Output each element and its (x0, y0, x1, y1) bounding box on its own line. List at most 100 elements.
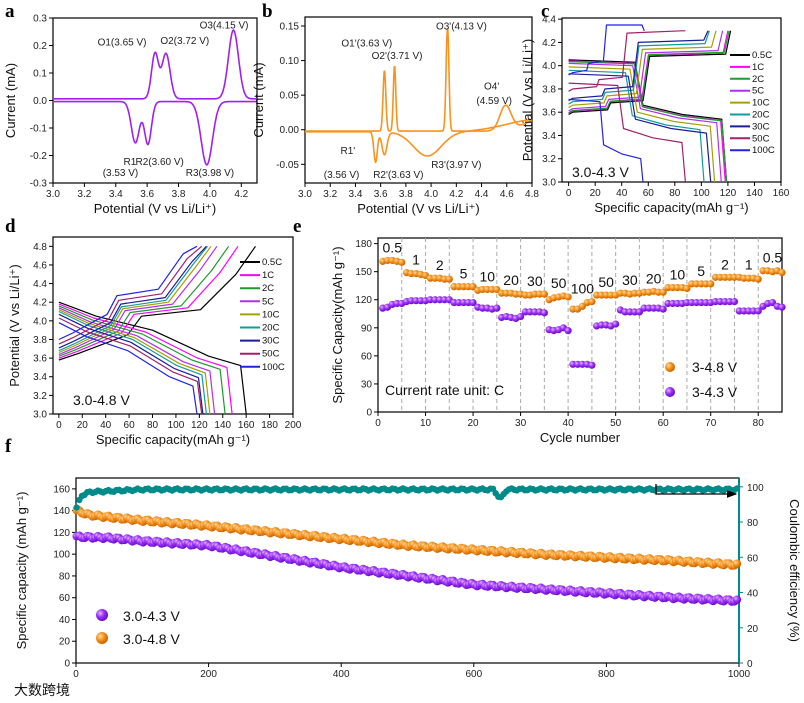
y-tick-label: 0.15 (280, 21, 300, 32)
y-right-axis-label: Coulombic efficiency (%) (787, 499, 802, 642)
legend-label: 3-4.8 V (692, 359, 738, 375)
y-tick-label: 100 (53, 550, 70, 561)
peak-annotation: O3(4.15 V) (200, 20, 249, 31)
legend-label: 1C (752, 62, 764, 73)
y-tick-label: 4.6 (33, 260, 47, 271)
x-tick-label: 3.8 (172, 189, 186, 200)
x-tick-label: 180 (261, 420, 278, 431)
data-point (564, 327, 572, 335)
y-tick-label: 3.8 (542, 84, 556, 95)
y-tick-label: 4.0 (33, 316, 47, 327)
data-point (733, 485, 741, 492)
data-point (778, 303, 786, 311)
data-point (707, 280, 715, 288)
charge-curve-20C (568, 30, 710, 105)
x-tick-label: 3.2 (323, 189, 337, 200)
rate-label: 10 (670, 267, 686, 283)
x-tick-label: 3.6 (374, 189, 388, 200)
y-tick-label: 0.1 (33, 69, 47, 80)
y-right-tick-label: 80 (747, 518, 759, 529)
x-axis-label: Cycle number (540, 430, 621, 445)
legend-label: 3.0-4.3 V (123, 608, 180, 624)
y-axis-label: Specific capacity (mAh g⁻¹) (14, 492, 29, 650)
legend-label: 5C (262, 296, 274, 307)
rate-label: 30 (622, 272, 638, 288)
y-tick-label: 180 (355, 239, 372, 250)
charge-curve-100C (58, 245, 198, 341)
y-tick-label: 4.4 (542, 15, 556, 26)
x-tick-label: 60 (658, 418, 670, 429)
data-point (398, 258, 406, 266)
data-point (659, 305, 667, 313)
y-right-tick-label: 100 (747, 483, 764, 494)
x-tick-label: 3.4 (348, 189, 362, 200)
discharge-curve-5C (58, 307, 216, 415)
legend-label: 2C (752, 74, 764, 85)
y-axis-label: Specific Capacity(mAh g⁻¹) (330, 246, 345, 403)
legend-marker (96, 632, 108, 644)
x-tick-label: 140 (214, 420, 231, 431)
x-axis-label: Potential (V vs Li/Li⁺) (357, 201, 479, 216)
rate-label: 1 (745, 256, 753, 272)
data-point (540, 309, 548, 317)
x-tick-label: 160 (238, 420, 255, 431)
y-axis-label: Current (mA) (251, 62, 266, 137)
data-point (493, 304, 501, 312)
y-tick-label: 3.0 (542, 178, 556, 189)
data-point (564, 293, 572, 301)
rate-label: 0.5 (763, 250, 783, 266)
discharge-curve-1C (58, 303, 233, 415)
x-axis-label: Specific capacity(mAh g⁻¹) (96, 432, 250, 447)
y-tick-label: 60 (59, 593, 71, 604)
rate-label: 10 (480, 268, 496, 284)
y-tick-label: 0.00 (280, 125, 300, 136)
panel-letter: e (293, 216, 301, 237)
charge-curve-0.5C (58, 245, 256, 361)
discharge-curve-10C (58, 309, 211, 415)
rate-label: 0.5 (383, 239, 403, 255)
x-tick-label: 0 (375, 418, 381, 429)
legend-label: 3.0-4.8 V (123, 631, 180, 647)
charge-curve-2C (58, 245, 230, 357)
x-tick-label: 0 (566, 188, 572, 199)
y-tick-label: 4.2 (542, 38, 556, 49)
x-tick-label: 160 (773, 188, 790, 199)
peak-annotation: R1 (123, 157, 136, 168)
legend-label: 5C (752, 86, 764, 97)
discharge-curve-100C (58, 322, 198, 415)
y-tick-label: 0.3 (33, 14, 47, 25)
plot-frame (304, 16, 533, 184)
y-tick-label: -0.3 (30, 179, 48, 190)
legend-label: 20C (752, 110, 770, 121)
y-tick-label: 4.2 (33, 298, 47, 309)
x-tick-label: 80 (147, 420, 159, 431)
peak-annotation: O2'(3.71 V) (372, 51, 423, 62)
discharge-curve-0.5C (58, 301, 247, 415)
x-tick-label: 50 (610, 418, 622, 429)
x-tick-label: 3.0 (46, 189, 60, 200)
data-point (659, 288, 667, 296)
x-tick-label: 100 (168, 420, 185, 431)
data-point (683, 284, 691, 293)
y-tick-label: 120 (355, 295, 372, 306)
peak-annotation: R2'(3.63 V) (373, 170, 423, 181)
rate-unit-note: Current rate unit: C (385, 382, 504, 398)
charge-curve-10C (568, 30, 717, 109)
y-tick-label: 3.0 (33, 410, 47, 421)
x-tick-label: 40 (563, 418, 575, 429)
y-tick-label: 3.4 (542, 131, 556, 142)
discharge-curve-100C (568, 98, 644, 183)
x-tick-label: 120 (720, 188, 737, 199)
x-tick-label: 20 (590, 188, 602, 199)
y-tick-label: 20 (59, 637, 71, 648)
peak-annotation: (3.56 V) (324, 170, 360, 181)
charge-curve-5C (58, 245, 218, 355)
y-tick-label: 3.6 (33, 354, 47, 365)
y-right-tick-label: 0 (747, 659, 753, 670)
panel-letter: f (5, 436, 12, 457)
x-tick-label: 4.0 (203, 189, 217, 200)
legend-label: 100C (752, 145, 775, 156)
legend-label: 2C (262, 283, 274, 294)
